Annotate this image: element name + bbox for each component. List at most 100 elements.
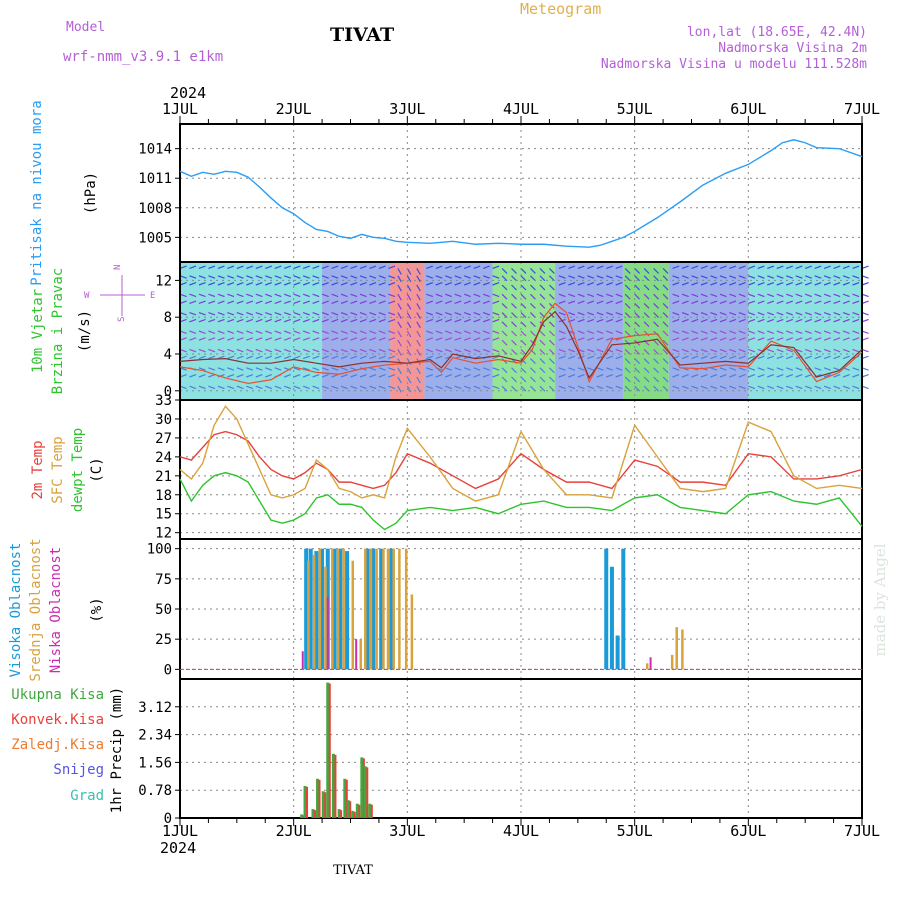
wind-barb: [406, 268, 412, 275]
wind-barb: [833, 275, 841, 279]
wind-barb: [833, 300, 841, 304]
x-label-bottom: 6JUL: [730, 822, 766, 840]
wind-barb: [388, 300, 396, 304]
wind-barb: [265, 367, 273, 371]
wind-barb: [246, 385, 254, 390]
wind-barb: [748, 337, 756, 341]
wind-barb: [776, 330, 784, 334]
wind-barb: [691, 318, 699, 323]
wind-barb: [634, 302, 641, 309]
wind-barb: [255, 275, 263, 279]
cloud-axis-label-2: Srednja Oblacnost: [28, 538, 44, 681]
wind-barb: [227, 293, 235, 298]
wind-barb: [748, 385, 756, 390]
wind-barb: [302, 374, 310, 378]
wind-barb: [217, 348, 225, 353]
wind-barb: [511, 268, 517, 274]
wind-barb: [274, 367, 282, 371]
wind-barb: [302, 355, 310, 360]
wind-barb: [615, 293, 623, 298]
wind-barb: [852, 385, 860, 390]
wind-barb: [672, 374, 680, 378]
wind-barb: [454, 367, 462, 371]
wind-barb: [378, 355, 386, 360]
wind-barb: [293, 330, 301, 334]
wind-barb: [302, 330, 310, 334]
pressure-axis-label: Pritisak na nivou mora: [29, 100, 45, 285]
wind-barb: [179, 265, 187, 270]
wind-barb: [748, 300, 756, 304]
wind-barb: [189, 374, 197, 378]
wind-barb: [473, 367, 481, 371]
wind-barb: [179, 337, 187, 341]
wind-barb: [198, 367, 206, 371]
wind-barb: [369, 318, 377, 323]
wind-barb: [378, 385, 386, 390]
wind-barb: [350, 318, 358, 323]
x-label-bottom: 3JUL: [389, 822, 425, 840]
wind-barb: [861, 275, 869, 279]
cloud-bar: [336, 548, 340, 670]
cloud-bar: [359, 639, 362, 670]
wind-barb: [738, 300, 746, 304]
wind-barb: [274, 312, 282, 316]
cloud-bar: [307, 560, 310, 670]
wind-barb: [463, 330, 471, 334]
wind-barb: [208, 265, 216, 270]
wind-barb: [842, 300, 850, 304]
wind-barb: [217, 275, 225, 279]
wind-barb: [302, 282, 310, 286]
wind-barb: [217, 300, 225, 304]
wind-barb: [653, 376, 659, 383]
wind-barb: [302, 293, 310, 298]
wind-barb: [700, 318, 708, 323]
pressure-line: [179, 139, 863, 248]
wind-barb: [700, 337, 708, 341]
wind-barb: [283, 265, 291, 270]
wind-barb: [691, 337, 699, 341]
wind-barb: [454, 312, 462, 316]
wind-barb: [179, 348, 187, 353]
wind-barb: [473, 385, 481, 390]
wind-barb: [265, 265, 273, 270]
wind-barb: [767, 337, 775, 341]
wind-barb: [615, 385, 623, 390]
wind-barb: [406, 376, 412, 384]
wind-barb: [293, 385, 301, 390]
wind-barb: [786, 367, 794, 371]
wind-barb: [397, 385, 402, 393]
wind-barb: [624, 275, 631, 282]
wind-barb: [719, 385, 727, 390]
wind-barb: [776, 337, 784, 341]
wind-barb: [852, 367, 860, 371]
wind-barb: [861, 348, 869, 353]
wind-barb: [587, 355, 595, 360]
wind-barb: [378, 318, 386, 323]
wind-barb: [681, 293, 689, 298]
wind-barb: [274, 293, 282, 298]
wind-barb: [767, 318, 775, 323]
wind-barb: [482, 293, 490, 298]
wind-barb: [548, 358, 555, 364]
wind-barb: [350, 300, 358, 304]
wind-barb: [548, 293, 555, 300]
wind-barb: [445, 367, 453, 371]
wind-barb: [463, 374, 471, 378]
wind-barb: [795, 312, 803, 316]
wind-barb: [748, 265, 756, 270]
wind-barb: [255, 318, 263, 323]
wind-barb: [246, 265, 254, 270]
wind-barb: [653, 312, 659, 318]
wind-barb: [369, 348, 377, 353]
y-tick-label: 24: [155, 450, 172, 466]
wind-barb: [842, 312, 850, 316]
wind-barb: [653, 284, 659, 291]
wind-barb: [738, 355, 746, 360]
wind-barb: [397, 321, 402, 329]
wind-barb: [388, 330, 396, 334]
wind-barb: [217, 265, 225, 270]
wind-barb: [198, 385, 206, 390]
wind-barb: [729, 265, 737, 270]
precip-bar-conv: [349, 801, 352, 818]
wind-barb: [558, 312, 566, 316]
